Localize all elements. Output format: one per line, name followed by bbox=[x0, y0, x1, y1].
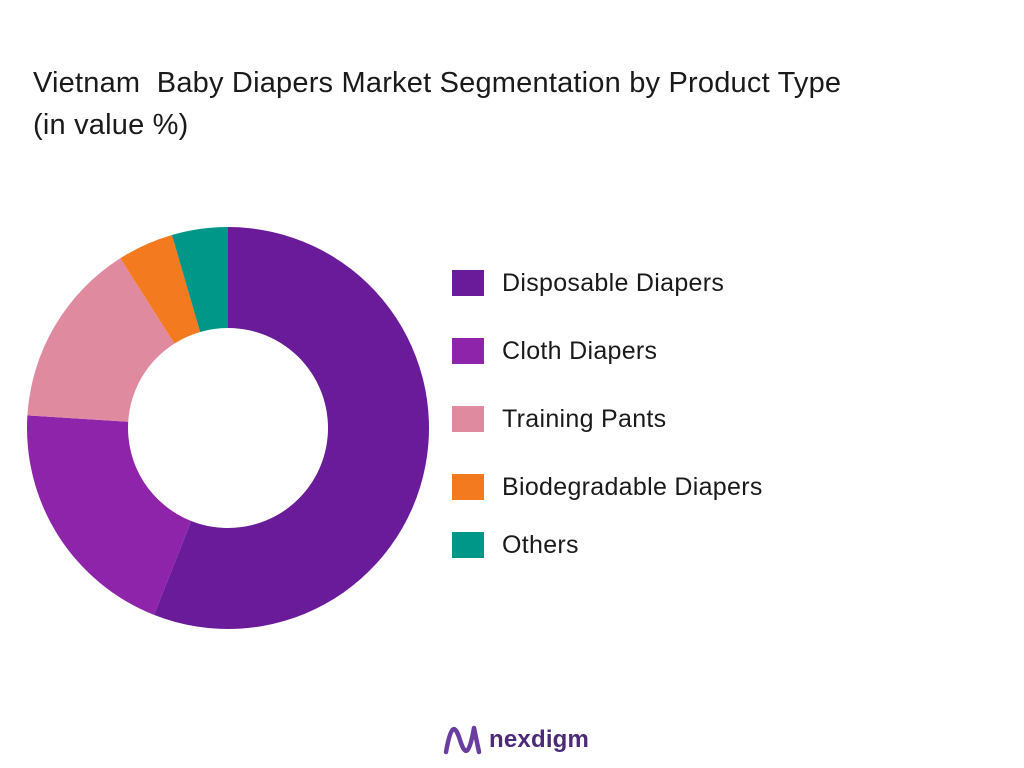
legend-swatch bbox=[452, 406, 484, 432]
donut-slice-training-pants bbox=[27, 258, 175, 422]
legend-swatch bbox=[452, 270, 484, 296]
legend-swatch bbox=[452, 532, 484, 558]
donut-slice-others bbox=[171, 227, 228, 332]
legend-label: Training Pants bbox=[502, 404, 667, 433]
legend-item-training-pants: Training Pants bbox=[452, 404, 666, 434]
legend-label: Biodegradable Diapers bbox=[502, 472, 763, 501]
legend-label: Others bbox=[502, 530, 579, 559]
nexdigm-logo-icon bbox=[443, 725, 482, 755]
donut-slice-disposable-diapers bbox=[154, 227, 429, 629]
legend-label: Cloth Diapers bbox=[502, 336, 658, 365]
donut-slices bbox=[27, 227, 429, 629]
donut-slice-biodegradable-diapers bbox=[120, 234, 201, 344]
legend-item-disposable-diapers: Disposable Diapers bbox=[452, 268, 724, 298]
legend-item-others: Others bbox=[452, 530, 579, 560]
chart-subtitle: (in value %) bbox=[33, 109, 189, 141]
donut-slice-cloth-diapers bbox=[27, 415, 192, 615]
legend-item-biodegradable-diapers: Biodegradable Diapers bbox=[452, 472, 763, 502]
brand-logo: nexdigm bbox=[443, 722, 589, 758]
legend-item-cloth-diapers: Cloth Diapers bbox=[452, 336, 657, 366]
brand-name: nexdigm bbox=[489, 726, 590, 753]
chart-title-block: Vietnam Baby Diapers Market Segmentation… bbox=[33, 62, 993, 146]
legend-swatch bbox=[452, 474, 484, 500]
legend-swatch bbox=[452, 338, 484, 364]
legend-label: Disposable Diapers bbox=[502, 268, 725, 297]
chart-title: Vietnam Baby Diapers Market Segmentation… bbox=[33, 67, 842, 99]
